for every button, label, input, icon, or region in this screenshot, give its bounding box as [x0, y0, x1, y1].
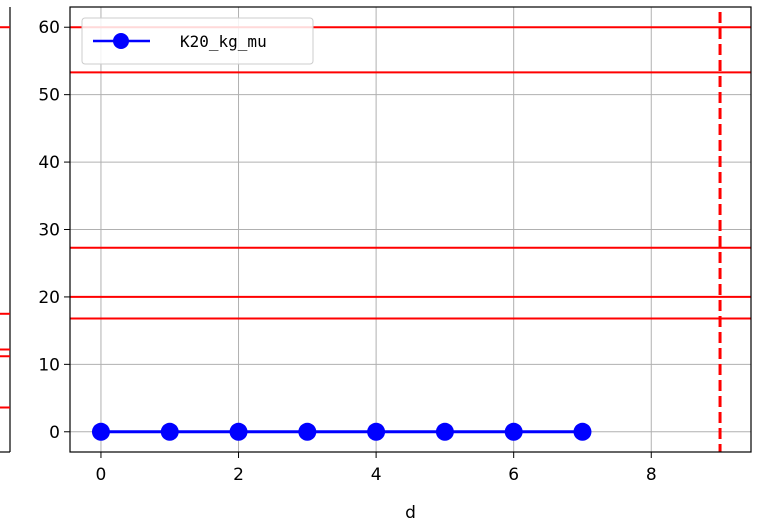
- y-tick-label: 50: [38, 86, 60, 106]
- y-tick-label: 0: [49, 423, 60, 443]
- x-tick-label: 4: [371, 465, 382, 485]
- series-layer: [91, 422, 592, 441]
- y-tick-label: 60: [38, 18, 60, 38]
- legend-entry-label: K20_kg_mu: [180, 32, 267, 51]
- legend: K20_kg_mu: [81, 17, 314, 65]
- data-point: [298, 422, 317, 441]
- data-point: [367, 422, 386, 441]
- legend-marker-swatch: [113, 33, 129, 49]
- data-point: [435, 422, 454, 441]
- data-point: [504, 422, 523, 441]
- y-tick-label: 20: [38, 288, 60, 308]
- left-panel-partial: [0, 7, 11, 453]
- y-tick-label: 40: [38, 153, 60, 173]
- data-point: [229, 422, 248, 441]
- grid: [70, 7, 751, 452]
- x-axis-ticks: 0 2 4 6 8: [96, 452, 657, 485]
- y-tick-label: 30: [38, 221, 60, 241]
- horizontal-reference-lines: [70, 26, 751, 320]
- data-point: [91, 422, 110, 441]
- y-axis-ticks: 0 10 20 30 40 50 60: [38, 18, 70, 443]
- x-tick-label: 0: [96, 465, 107, 485]
- plot-area: 0 2 4 6 8 0 10 20 30 40 50 60 d: [38, 6, 752, 522]
- legend-box: [81, 17, 314, 65]
- y-tick-label: 10: [38, 355, 60, 375]
- x-axis-label: d: [405, 503, 416, 522]
- x-tick-label: 2: [233, 465, 244, 485]
- data-point: [160, 422, 179, 441]
- x-tick-label: 6: [508, 465, 519, 485]
- x-tick-label: 8: [646, 465, 657, 485]
- data-point: [573, 422, 592, 441]
